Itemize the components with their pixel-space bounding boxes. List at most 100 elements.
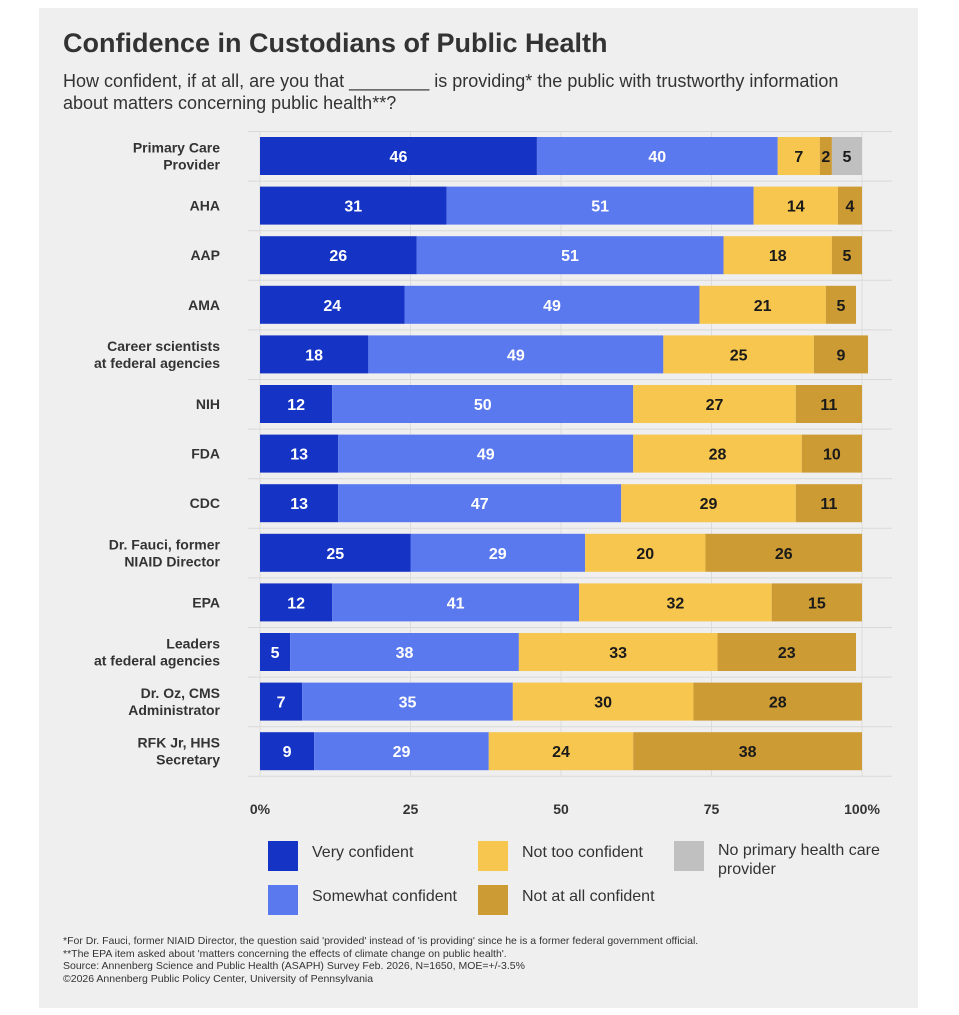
- x-tick-label: 25: [403, 801, 419, 817]
- bar-not-at-all-confident-leaders-at-federal-agencies: [717, 633, 856, 671]
- data-label-very-confident-dr-fauci-former-niaid-director: 25: [326, 546, 344, 563]
- data-label-not-at-all-confident-leaders-at-federal-agencies: 23: [778, 645, 796, 662]
- legend-very-confident: Very confident: [268, 841, 413, 871]
- bar-somewhat-confident-aap: [416, 236, 724, 275]
- bar-somewhat-confident-nih: [332, 385, 634, 423]
- bar-very-confident-primary-care-provider: [260, 137, 537, 175]
- legend-label-not-at-all-confident: Not at all confident: [522, 888, 655, 905]
- bar-very-confident-nih: [260, 385, 333, 423]
- footnote-epa: **The EPA item asked about 'matters conc…: [63, 947, 507, 960]
- bar-not-too-confident-nih: [633, 385, 796, 423]
- category-label-dr-fauci-former-niaid-director: Dr. Fauci, former NIAID Director: [109, 536, 221, 569]
- data-label-not-too-confident-dr-fauci-former-niaid-director: 20: [636, 546, 654, 563]
- data-label-not-at-all-confident-fda: 10: [823, 447, 841, 464]
- bar-not-too-confident-aha: [753, 186, 838, 225]
- bar-very-confident-cdc: [260, 484, 339, 523]
- chart-subtitle: How confident, if at all, are you that _…: [63, 71, 839, 113]
- bar-not-at-all-confident-rfk-jr-hhs-secretary: [633, 732, 862, 771]
- bar-very-confident-fda: [260, 434, 339, 473]
- data-label-somewhat-confident-fda: 49: [477, 447, 495, 464]
- data-label-not-at-all-confident-rfk-jr-hhs-secretary: 38: [739, 744, 757, 761]
- bar-not-at-all-confident-fda: [801, 434, 862, 473]
- data-label-not-too-confident-rfk-jr-hhs-secretary: 24: [552, 744, 570, 761]
- legend-label-no-provider: No primary health care provider: [718, 842, 880, 878]
- data-label-not-at-all-confident-epa: 15: [808, 595, 826, 612]
- legend-label-somewhat-confident: Somewhat confident: [312, 888, 457, 905]
- category-label-primary-care-provider: Primary Care Provider: [133, 140, 221, 173]
- bar-not-at-all-confident-cdc: [795, 484, 862, 523]
- category-label-epa: EPA: [192, 594, 220, 610]
- category-label-nih: NIH: [196, 396, 220, 412]
- legend-swatch-not-too-confident: [478, 841, 508, 871]
- data-label-somewhat-confident-leaders-at-federal-agencies: 38: [396, 645, 414, 662]
- x-tick-label: 100%: [844, 801, 880, 817]
- bar-not-at-all-confident-dr-fauci-former-niaid-director: [705, 533, 862, 572]
- data-label-very-confident-aha: 31: [344, 199, 362, 216]
- legend-swatch-no-provider: [674, 841, 704, 871]
- data-label-somewhat-confident-dr-oz-cms-administrator: 35: [399, 695, 417, 712]
- legend-not-at-all-confident: Not at all confident: [478, 885, 655, 915]
- data-label-somewhat-confident-aha: 51: [591, 199, 609, 216]
- category-label-ama: AMA: [188, 297, 220, 313]
- bar-very-confident-leaders-at-federal-agencies: [260, 633, 291, 671]
- data-label-very-confident-epa: 12: [287, 595, 305, 612]
- data-label-somewhat-confident-nih: 50: [474, 397, 492, 414]
- data-label-not-too-confident-cdc: 29: [700, 496, 718, 513]
- x-tick-label: 75: [704, 801, 720, 817]
- bar-no-primary-health-care-provider-primary-care-provider: [831, 137, 862, 175]
- category-label-aap: AAP: [190, 247, 220, 263]
- data-label-not-too-confident-career-scientists-at-federal-agencies: 25: [730, 347, 748, 364]
- data-label-not-too-confident-leaders-at-federal-agencies: 33: [609, 645, 627, 662]
- bar-very-confident-aap: [260, 236, 417, 275]
- data-label-not-at-all-confident-aha: 4: [846, 199, 855, 216]
- data-label-not-at-all-confident-primary-care-provider: 2: [821, 149, 830, 166]
- data-label-somewhat-confident-rfk-jr-hhs-secretary: 29: [393, 744, 411, 761]
- legend-no-provider: No primary health care provider: [674, 841, 883, 879]
- bar-not-at-all-confident-aap: [831, 236, 862, 275]
- bar-somewhat-confident-fda: [338, 434, 634, 473]
- bar-not-at-all-confident-ama: [825, 285, 856, 324]
- data-label-very-confident-rfk-jr-hhs-secretary: 9: [283, 744, 292, 761]
- data-label-not-too-confident-primary-care-provider: 7: [794, 149, 803, 166]
- bar-very-confident-aha: [260, 186, 447, 225]
- category-label-rfk-jr-hhs-secretary: RFK Jr, HHS Secretary: [138, 735, 221, 768]
- category-label-leaders-at-federal-agencies: Leaders at federal agencies: [94, 636, 220, 669]
- data-label-not-at-all-confident-dr-fauci-former-niaid-director: 26: [775, 546, 793, 563]
- data-label-somewhat-confident-epa: 41: [447, 595, 465, 612]
- footnotes: *For Dr. Fauci, former NIAID Director, t…: [63, 935, 893, 985]
- legend-swatch-very-confident: [268, 841, 298, 871]
- data-label-not-too-confident-aap: 18: [769, 248, 787, 265]
- bar-very-confident-dr-fauci-former-niaid-director: [260, 533, 411, 572]
- data-label-not-at-all-confident-cdc: 11: [820, 496, 837, 513]
- data-label-not-at-all-confident-career-scientists-at-federal-agencies: 9: [836, 347, 845, 364]
- bar-not-too-confident-ama: [699, 285, 826, 324]
- x-tick-label: 50: [553, 801, 569, 817]
- bar-somewhat-confident-aha: [446, 186, 754, 225]
- data-label-not-too-confident-dr-oz-cms-administrator: 30: [594, 695, 612, 712]
- bar-not-too-confident-cdc: [621, 484, 796, 523]
- data-label-not-at-all-confident-ama: 5: [836, 298, 845, 315]
- data-label-somewhat-confident-aap: 51: [561, 248, 579, 265]
- data-label-not-too-confident-aha: 14: [787, 199, 805, 216]
- bar-not-too-confident-aap: [723, 236, 832, 275]
- category-label-career-scientists-at-federal-agencies: Career scientists at federal agencies: [94, 338, 220, 371]
- bar-not-at-all-confident-career-scientists-at-federal-agencies: [813, 335, 869, 374]
- bar-not-at-all-confident-dr-oz-cms-administrator: [693, 682, 862, 721]
- bar-somewhat-confident-epa: [332, 583, 580, 622]
- legend-label-very-confident: Very confident: [312, 844, 414, 861]
- bar-not-too-confident-career-scientists-at-federal-agencies: [663, 335, 814, 374]
- category-label-cdc: CDC: [190, 495, 220, 511]
- data-label-very-confident-career-scientists-at-federal-agencies: 18: [305, 347, 323, 364]
- bar-not-at-all-confident-primary-care-provider: [819, 137, 832, 175]
- data-label-not-at-all-confident-nih: 11: [820, 397, 837, 414]
- bar-not-too-confident-fda: [633, 434, 802, 473]
- legend-not-too-confident: Not too confident: [478, 841, 643, 871]
- bar-not-too-confident-rfk-jr-hhs-secretary: [488, 732, 634, 771]
- bar-very-confident-ama: [260, 285, 405, 324]
- data-label-somewhat-confident-primary-care-provider: 40: [648, 149, 666, 166]
- bar-not-too-confident-primary-care-provider: [777, 137, 820, 175]
- data-label-very-confident-fda: 13: [290, 447, 308, 464]
- bar-not-at-all-confident-nih: [795, 385, 862, 423]
- data-label-not-at-all-confident-dr-oz-cms-administrator: 28: [769, 695, 787, 712]
